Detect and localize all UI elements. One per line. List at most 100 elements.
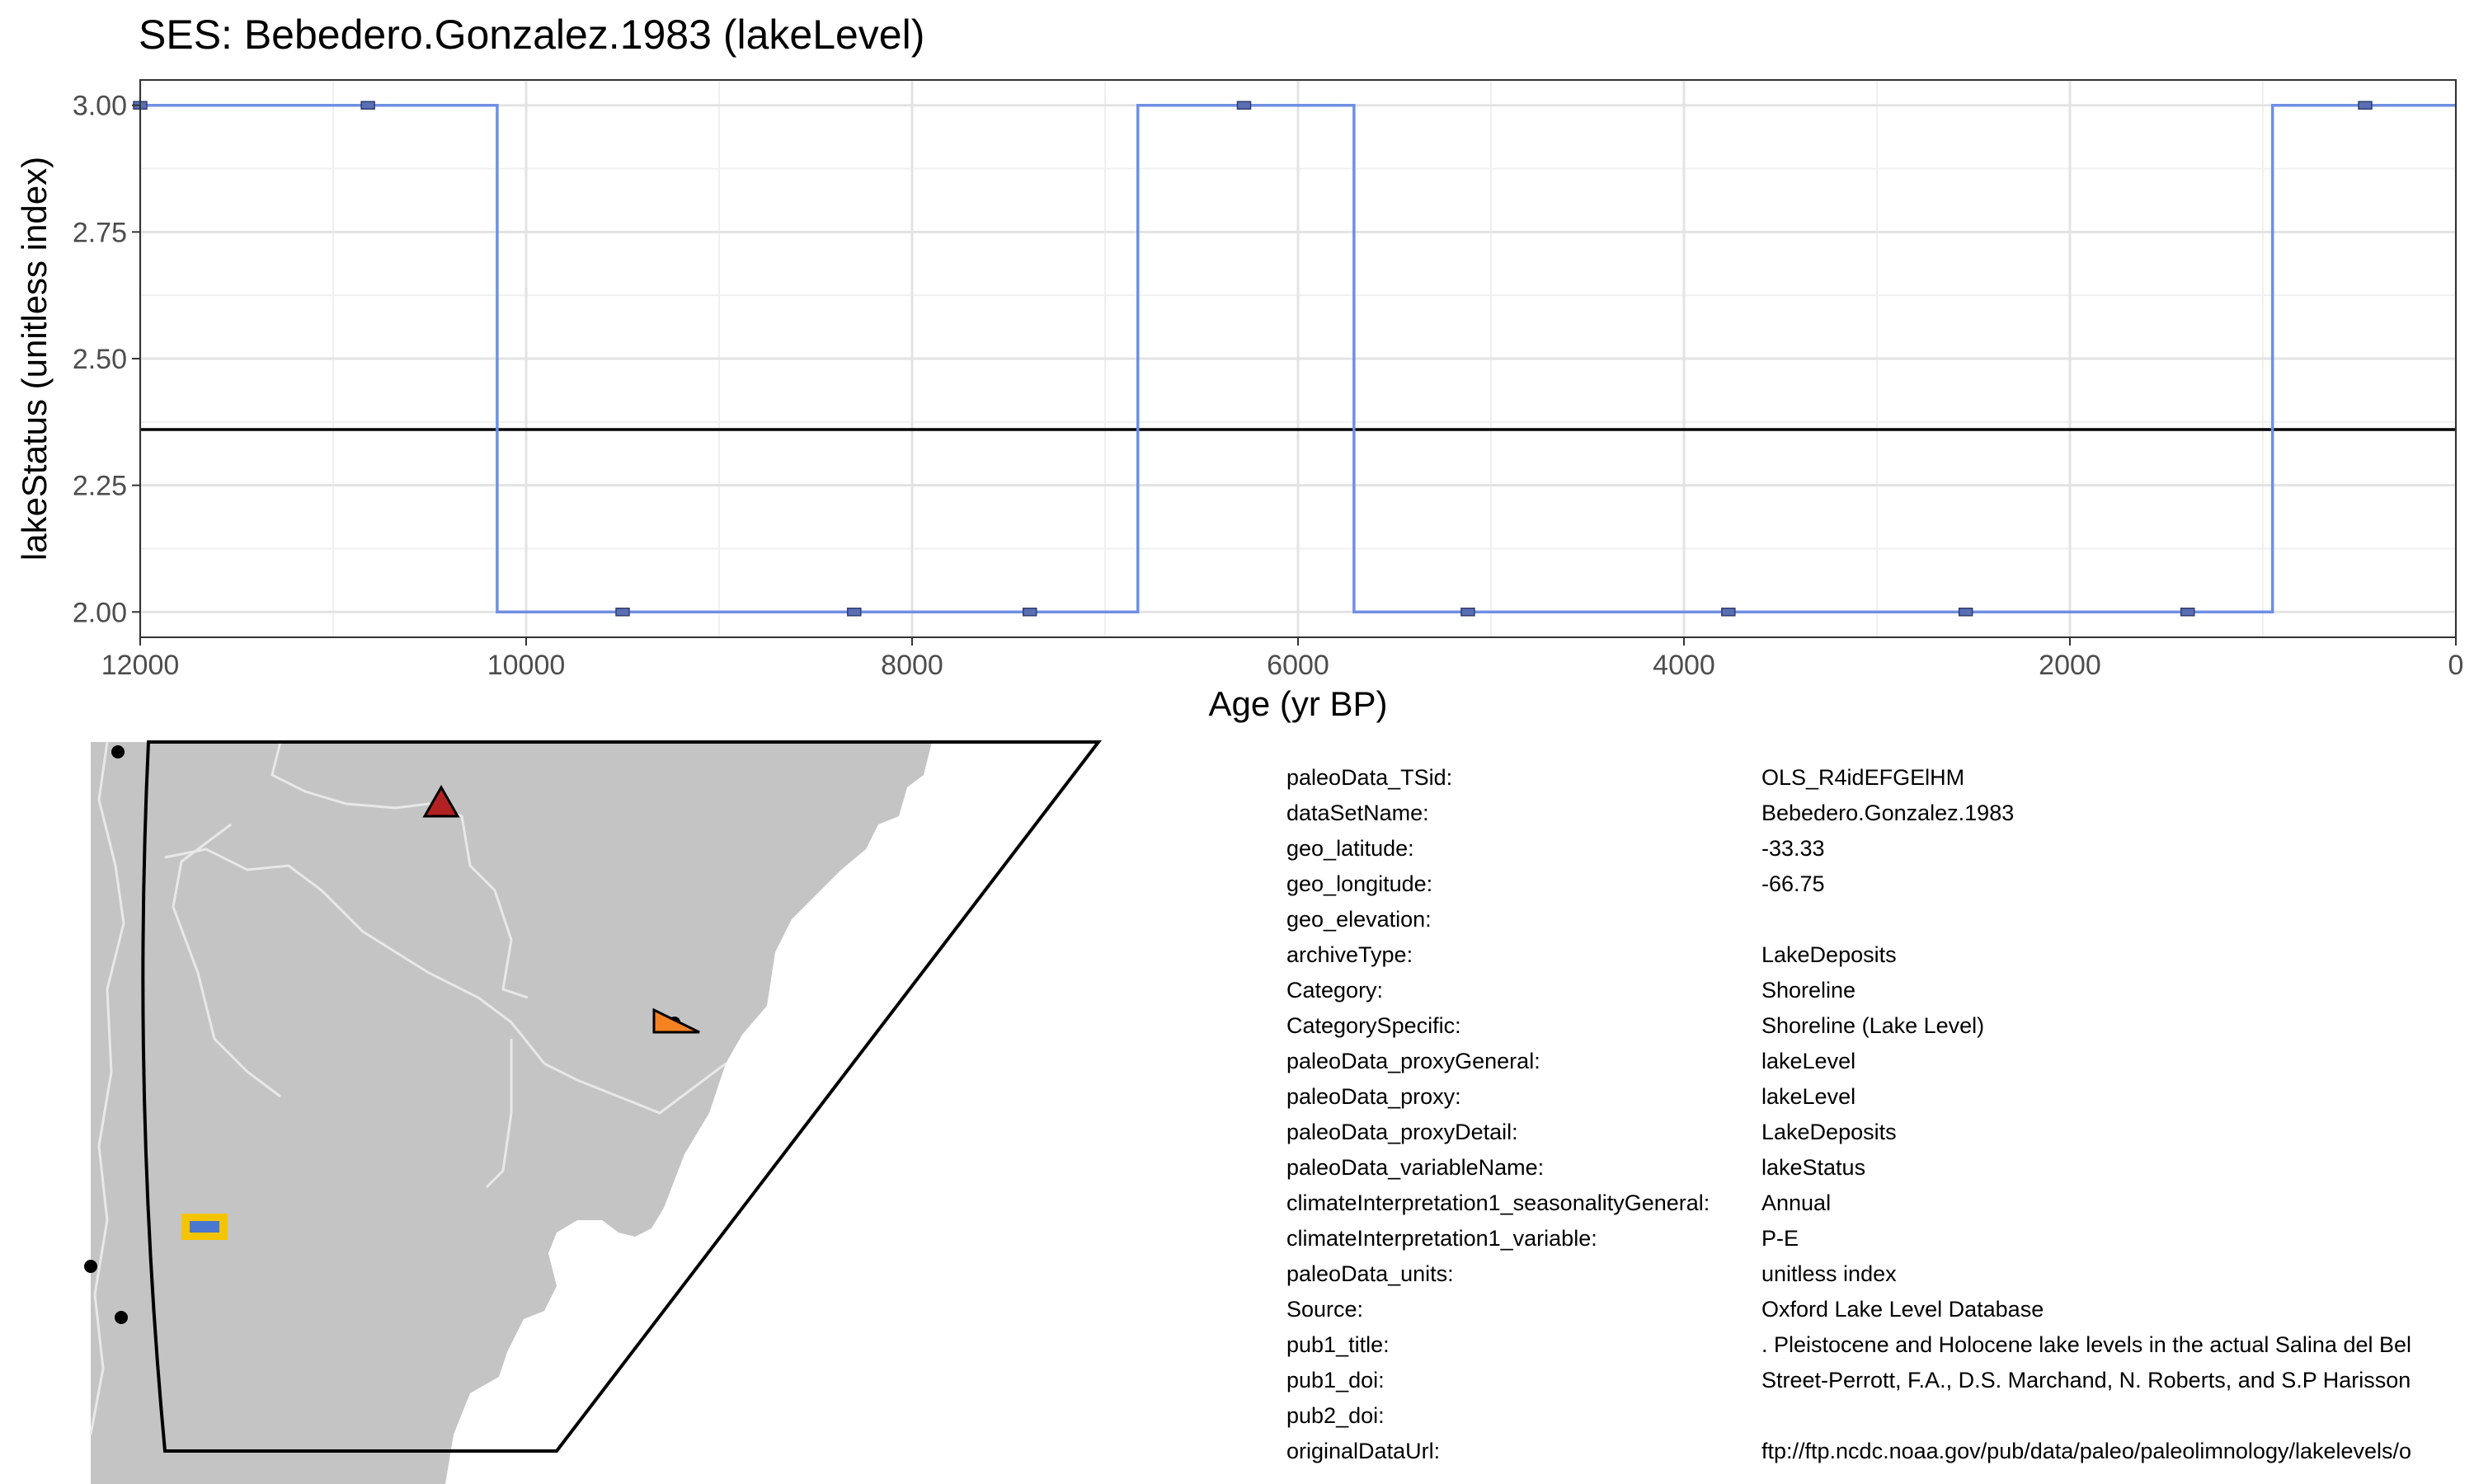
map-extent-outline bbox=[141, 740, 1103, 1453]
metadata-value: ftp://ftp.ncdc.noaa.gov/pub/data/paleo/p… bbox=[1761, 1439, 2412, 1463]
metadata-value: P-E bbox=[1761, 1226, 1799, 1251]
x-axis-label: Age (yr BP) bbox=[1208, 684, 1387, 723]
metadata-row: paleoData_proxy: lakeLevel bbox=[1286, 1079, 2474, 1115]
metadata-key: paleoData_TSid: bbox=[1286, 765, 1453, 790]
data-point bbox=[615, 608, 630, 617]
y-tick-label: 2.75 bbox=[73, 217, 127, 248]
data-point bbox=[1236, 101, 1252, 110]
metadata-row: CategorySpecific: Shoreline (Lake Level) bbox=[1286, 1008, 2474, 1044]
metadata-key: Source: bbox=[1286, 1297, 1364, 1322]
metadata-key: Category: bbox=[1286, 978, 1384, 1003]
y-tick-label: 3.00 bbox=[73, 91, 127, 122]
y-axis: 2.00 2.25 2.50 2.75 3.00 bbox=[73, 91, 140, 628]
metadata-row: climateInterpretation1_seasonalityGenera… bbox=[1286, 1186, 2474, 1221]
metadata-key: geo_latitude: bbox=[1286, 836, 1414, 861]
metadata-key: paleoData_units: bbox=[1286, 1261, 1454, 1286]
metadata-value: Shoreline bbox=[1761, 978, 1856, 1003]
metadata-value: Annual bbox=[1761, 1190, 1832, 1215]
border-line bbox=[89, 741, 125, 1435]
metadata-row: paleoData_variableName: lakeStatus bbox=[1286, 1150, 2474, 1186]
data-point bbox=[847, 608, 862, 617]
chart-title: SES: Bebedero.Gonzalez.1983 (lakeLevel) bbox=[139, 12, 924, 58]
right-triangle-marker bbox=[652, 1007, 700, 1034]
metadata-row: dataSetName: Bebedero.Gonzalez.1983 bbox=[1286, 796, 2474, 831]
metadata-table: paleoData_TSid: OLS_R4idEFGElHM dataSetNam… bbox=[1286, 760, 2474, 1477]
metadata-row: pub1_doi: Street-Perrott, F.A., D.S. Marc… bbox=[1286, 1363, 2474, 1398]
metadata-key: geo_longitude: bbox=[1286, 871, 1433, 896]
metadata-row: geo_longitude: -66.75 bbox=[1286, 866, 2474, 902]
y-tick-label: 2.25 bbox=[73, 471, 127, 502]
y-tick-label: 2.00 bbox=[73, 597, 127, 628]
x-tick-label: 12000 bbox=[101, 650, 180, 681]
metadata-key: pub1_title: bbox=[1286, 1332, 1390, 1357]
border-line bbox=[485, 1039, 513, 1189]
metadata-value: LakeDeposits bbox=[1761, 942, 1897, 967]
border-line bbox=[172, 823, 281, 1098]
metadata-key: dataSetName: bbox=[1286, 801, 1429, 825]
metadata-value: OLS_R4idEFGElHM bbox=[1761, 765, 1965, 790]
metadata-row: paleoData_proxyGeneral: lakeLevel bbox=[1286, 1044, 2474, 1079]
site-map bbox=[82, 726, 1122, 1484]
data-point bbox=[1460, 608, 1475, 617]
triangle-marker bbox=[422, 784, 460, 818]
metadata-key: climateInterpretation1_variable: bbox=[1286, 1226, 1597, 1251]
plot-panel bbox=[133, 79, 2458, 638]
metadata-key: paleoData_proxyGeneral: bbox=[1286, 1049, 1540, 1073]
metadata-value: unitless index bbox=[1761, 1261, 1897, 1286]
site-point bbox=[111, 745, 125, 758]
metadata-key: archiveType: bbox=[1286, 942, 1413, 967]
metadata-value: . Pleistocene and Holocene lake levels i… bbox=[1761, 1332, 2411, 1357]
metadata-row: paleoData_proxyDetail: LakeDeposits bbox=[1286, 1115, 2474, 1150]
x-tick-label: 6000 bbox=[1267, 650, 1329, 681]
metadata-row: geo_latitude: -33.33 bbox=[1286, 831, 2474, 866]
metadata-row: paleoData_units: unitless index bbox=[1286, 1256, 2474, 1292]
country-borders bbox=[89, 741, 727, 1435]
metadata-key: pub1_doi: bbox=[1286, 1368, 1385, 1392]
metadata-key: paleoData_proxyDetail: bbox=[1286, 1120, 1518, 1144]
site-point bbox=[115, 1311, 128, 1324]
metadata-row: Source: Oxford Lake Level Database bbox=[1286, 1292, 2474, 1327]
data-point bbox=[1958, 608, 1973, 617]
metadata-value: Shoreline (Lake Level) bbox=[1761, 1013, 1985, 1038]
data-point bbox=[1721, 608, 1736, 617]
y-tick-label: 2.50 bbox=[73, 344, 127, 375]
x-tick-label: 8000 bbox=[881, 650, 943, 681]
border-line bbox=[543, 1062, 727, 1115]
border-line bbox=[164, 848, 546, 1064]
x-tick-label: 10000 bbox=[487, 650, 566, 681]
metadata-row: climateInterpretation1_variable: P-E bbox=[1286, 1221, 2474, 1256]
metadata-key: pub2_doi: bbox=[1286, 1403, 1385, 1428]
metadata-value: Bebedero.Gonzalez.1983 bbox=[1761, 801, 2015, 825]
metadata-key: originalDataUrl: bbox=[1286, 1439, 1441, 1463]
site-marker-fill bbox=[190, 1221, 219, 1233]
metadata-row: pub2_doi: bbox=[1286, 1398, 2474, 1434]
metadata-value: lakeLevel bbox=[1761, 1084, 1856, 1109]
data-point bbox=[360, 101, 375, 110]
metadata-key: paleoData_variableName: bbox=[1286, 1155, 1545, 1180]
data-point bbox=[1022, 608, 1037, 617]
metadata-key: CategorySpecific: bbox=[1286, 1013, 1461, 1038]
metadata-value: lakeStatus bbox=[1761, 1155, 1866, 1180]
metadata-row: Category: Shoreline bbox=[1286, 973, 2474, 1008]
metadata-row: paleoData_TSid: OLS_R4idEFGElHM bbox=[1286, 760, 2474, 796]
metadata-value: lakeLevel bbox=[1761, 1049, 1856, 1073]
metadata-value: Street-Perrott, F.A., D.S. Marchand, N. … bbox=[1761, 1368, 2411, 1392]
y-axis-label: lakeStatus (unitless index) bbox=[15, 157, 54, 561]
metadata-value: -33.33 bbox=[1761, 836, 1825, 861]
metadata-value: -66.75 bbox=[1761, 871, 1825, 896]
metadata-row: originalDataUrl: ftp://ftp.ncdc.noaa.gov/… bbox=[1286, 1434, 2474, 1469]
x-tick-label: 2000 bbox=[2039, 650, 2101, 681]
x-axis: 12000 10000 8000 6000 4000 2000 0 bbox=[101, 637, 2464, 681]
x-tick-label: 0 bbox=[2448, 650, 2464, 681]
metadata-key: paleoData_proxy: bbox=[1286, 1084, 1461, 1109]
site-point bbox=[84, 1260, 97, 1273]
lake-status-chart: SES: Bebedero.Gonzalez.1983 (lakeLevel) … bbox=[15, 12, 2464, 723]
metadata-row: archiveType: LakeDeposits bbox=[1286, 937, 2474, 973]
metadata-key: geo_elevation: bbox=[1286, 907, 1432, 932]
metadata-value: LakeDeposits bbox=[1761, 1120, 1897, 1144]
metadata-value: Oxford Lake Level Database bbox=[1761, 1297, 2044, 1322]
metadata-row: geo_elevation: bbox=[1286, 902, 2474, 937]
data-point bbox=[2358, 101, 2373, 110]
metadata-row: pub1_title: . Pleistocene and Holocene la… bbox=[1286, 1327, 2474, 1363]
data-point bbox=[2180, 608, 2195, 617]
